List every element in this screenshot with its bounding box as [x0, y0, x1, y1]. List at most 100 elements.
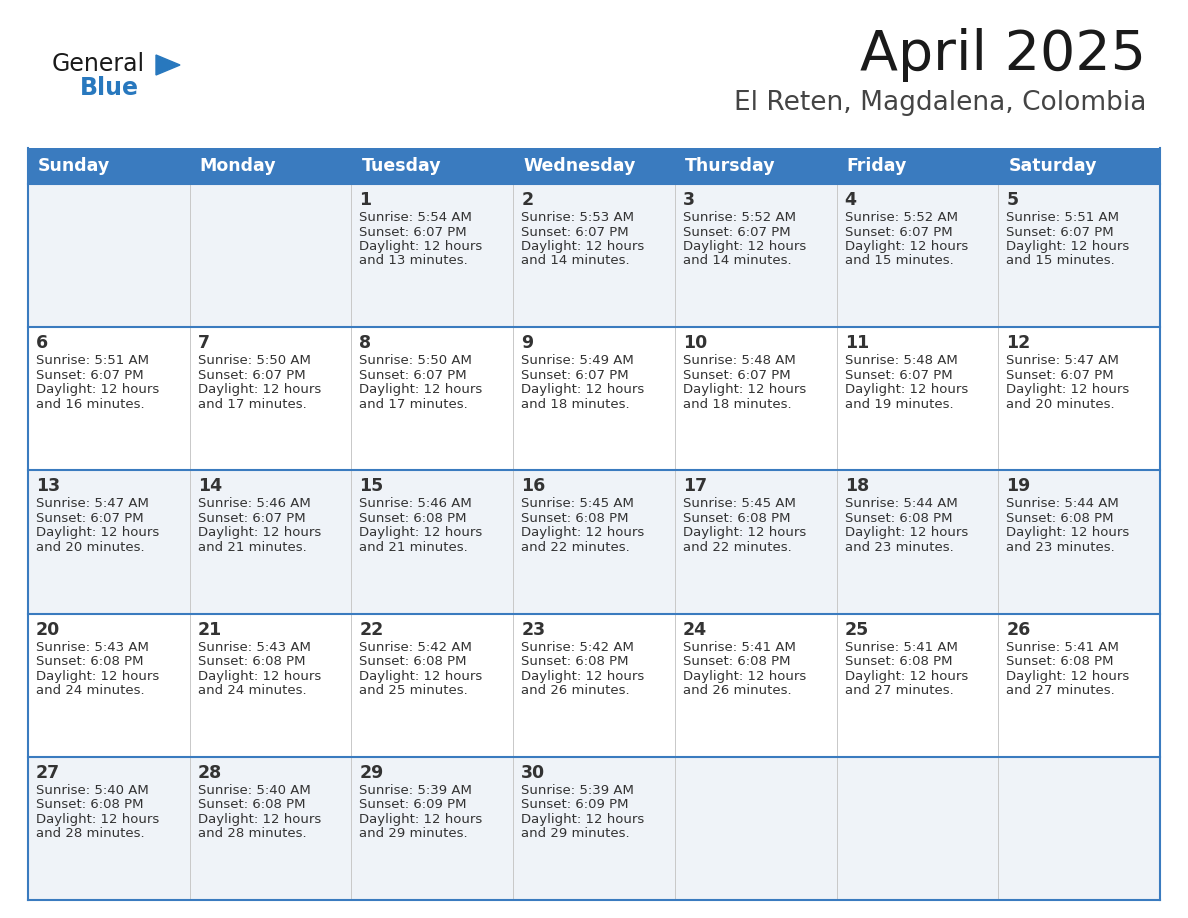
Text: Sunset: 6:07 PM: Sunset: 6:07 PM	[1006, 226, 1114, 239]
Text: and 13 minutes.: and 13 minutes.	[360, 254, 468, 267]
Text: Daylight: 12 hours: Daylight: 12 hours	[845, 383, 968, 397]
Text: Sunset: 6:07 PM: Sunset: 6:07 PM	[683, 369, 790, 382]
Text: and 22 minutes.: and 22 minutes.	[522, 541, 630, 554]
Text: Sunrise: 5:41 AM: Sunrise: 5:41 AM	[683, 641, 796, 654]
Text: and 15 minutes.: and 15 minutes.	[845, 254, 953, 267]
Text: Daylight: 12 hours: Daylight: 12 hours	[522, 669, 644, 683]
Text: Sunrise: 5:47 AM: Sunrise: 5:47 AM	[36, 498, 148, 510]
Text: and 14 minutes.: and 14 minutes.	[683, 254, 791, 267]
Bar	[29, 327, 1159, 470]
Text: Daylight: 12 hours: Daylight: 12 hours	[360, 669, 482, 683]
Text: 19: 19	[1006, 477, 1030, 496]
Text: Sunset: 6:08 PM: Sunset: 6:08 PM	[197, 799, 305, 812]
Text: Sunrise: 5:42 AM: Sunrise: 5:42 AM	[360, 641, 473, 654]
Text: Sunset: 6:08 PM: Sunset: 6:08 PM	[197, 655, 305, 668]
Text: Monday: Monday	[200, 157, 277, 175]
Text: and 17 minutes.: and 17 minutes.	[197, 397, 307, 410]
Text: Sunset: 6:08 PM: Sunset: 6:08 PM	[36, 799, 144, 812]
Text: Sunrise: 5:50 AM: Sunrise: 5:50 AM	[360, 354, 473, 367]
Text: Daylight: 12 hours: Daylight: 12 hours	[845, 240, 968, 253]
Text: Sunset: 6:08 PM: Sunset: 6:08 PM	[683, 655, 790, 668]
Text: Sunset: 6:07 PM: Sunset: 6:07 PM	[360, 369, 467, 382]
Text: Sunrise: 5:40 AM: Sunrise: 5:40 AM	[36, 784, 148, 797]
Text: Sunrise: 5:46 AM: Sunrise: 5:46 AM	[197, 498, 310, 510]
Text: Daylight: 12 hours: Daylight: 12 hours	[522, 383, 644, 397]
Text: Sunrise: 5:52 AM: Sunrise: 5:52 AM	[845, 211, 958, 224]
Text: and 18 minutes.: and 18 minutes.	[522, 397, 630, 410]
Text: Friday: Friday	[847, 157, 906, 175]
Text: Sunset: 6:08 PM: Sunset: 6:08 PM	[360, 655, 467, 668]
Text: Sunrise: 5:52 AM: Sunrise: 5:52 AM	[683, 211, 796, 224]
Text: and 25 minutes.: and 25 minutes.	[360, 684, 468, 697]
Text: and 27 minutes.: and 27 minutes.	[1006, 684, 1116, 697]
Text: Sunset: 6:08 PM: Sunset: 6:08 PM	[522, 655, 628, 668]
Text: Daylight: 12 hours: Daylight: 12 hours	[197, 812, 321, 826]
Text: Sunrise: 5:43 AM: Sunrise: 5:43 AM	[197, 641, 310, 654]
Text: Sunrise: 5:51 AM: Sunrise: 5:51 AM	[36, 354, 148, 367]
Bar	[29, 756, 1159, 900]
Text: and 20 minutes.: and 20 minutes.	[36, 541, 145, 554]
Text: Sunset: 6:08 PM: Sunset: 6:08 PM	[845, 512, 952, 525]
Text: Sunset: 6:07 PM: Sunset: 6:07 PM	[683, 226, 790, 239]
Text: 21: 21	[197, 621, 222, 639]
Text: Daylight: 12 hours: Daylight: 12 hours	[197, 526, 321, 540]
Text: 6: 6	[36, 334, 49, 353]
Text: Sunset: 6:07 PM: Sunset: 6:07 PM	[36, 512, 144, 525]
Text: Sunrise: 5:48 AM: Sunrise: 5:48 AM	[683, 354, 796, 367]
Text: 18: 18	[845, 477, 868, 496]
Text: 24: 24	[683, 621, 707, 639]
Text: 28: 28	[197, 764, 222, 782]
Text: and 24 minutes.: and 24 minutes.	[36, 684, 145, 697]
Text: Sunrise: 5:44 AM: Sunrise: 5:44 AM	[845, 498, 958, 510]
Polygon shape	[156, 55, 181, 75]
Text: and 23 minutes.: and 23 minutes.	[1006, 541, 1116, 554]
Text: Sunrise: 5:49 AM: Sunrise: 5:49 AM	[522, 354, 634, 367]
Text: 12: 12	[1006, 334, 1030, 353]
Text: 14: 14	[197, 477, 222, 496]
Text: and 18 minutes.: and 18 minutes.	[683, 397, 791, 410]
Text: Daylight: 12 hours: Daylight: 12 hours	[360, 383, 482, 397]
Text: General: General	[52, 52, 145, 76]
Text: 20: 20	[36, 621, 61, 639]
Text: Sunrise: 5:45 AM: Sunrise: 5:45 AM	[522, 498, 634, 510]
Text: Sunrise: 5:43 AM: Sunrise: 5:43 AM	[36, 641, 148, 654]
Bar	[29, 184, 1159, 327]
Text: Sunset: 6:08 PM: Sunset: 6:08 PM	[1006, 655, 1114, 668]
Text: 1: 1	[360, 191, 372, 209]
Text: Daylight: 12 hours: Daylight: 12 hours	[360, 526, 482, 540]
Text: 3: 3	[683, 191, 695, 209]
Text: Daylight: 12 hours: Daylight: 12 hours	[197, 383, 321, 397]
Text: Sunset: 6:08 PM: Sunset: 6:08 PM	[522, 512, 628, 525]
Text: Sunrise: 5:46 AM: Sunrise: 5:46 AM	[360, 498, 472, 510]
Text: and 23 minutes.: and 23 minutes.	[845, 541, 953, 554]
Text: Daylight: 12 hours: Daylight: 12 hours	[845, 669, 968, 683]
Text: Sunrise: 5:54 AM: Sunrise: 5:54 AM	[360, 211, 473, 224]
Text: and 28 minutes.: and 28 minutes.	[36, 827, 145, 840]
Text: and 16 minutes.: and 16 minutes.	[36, 397, 145, 410]
Text: and 22 minutes.: and 22 minutes.	[683, 541, 791, 554]
Text: 16: 16	[522, 477, 545, 496]
Text: Daylight: 12 hours: Daylight: 12 hours	[1006, 526, 1130, 540]
Text: and 21 minutes.: and 21 minutes.	[360, 541, 468, 554]
Text: Sunrise: 5:40 AM: Sunrise: 5:40 AM	[197, 784, 310, 797]
Text: Sunset: 6:07 PM: Sunset: 6:07 PM	[360, 226, 467, 239]
Text: April 2025: April 2025	[860, 28, 1146, 82]
Text: Daylight: 12 hours: Daylight: 12 hours	[522, 812, 644, 826]
Text: Sunrise: 5:45 AM: Sunrise: 5:45 AM	[683, 498, 796, 510]
Text: Sunset: 6:07 PM: Sunset: 6:07 PM	[522, 369, 628, 382]
Text: Sunday: Sunday	[38, 157, 110, 175]
Text: Sunrise: 5:44 AM: Sunrise: 5:44 AM	[1006, 498, 1119, 510]
Text: 8: 8	[360, 334, 372, 353]
Text: Daylight: 12 hours: Daylight: 12 hours	[683, 383, 807, 397]
Text: Sunset: 6:07 PM: Sunset: 6:07 PM	[845, 226, 953, 239]
Text: and 26 minutes.: and 26 minutes.	[683, 684, 791, 697]
Text: Daylight: 12 hours: Daylight: 12 hours	[522, 240, 644, 253]
Text: and 29 minutes.: and 29 minutes.	[360, 827, 468, 840]
Text: and 28 minutes.: and 28 minutes.	[197, 827, 307, 840]
Text: and 26 minutes.: and 26 minutes.	[522, 684, 630, 697]
Text: 11: 11	[845, 334, 868, 353]
Text: 10: 10	[683, 334, 707, 353]
Text: Daylight: 12 hours: Daylight: 12 hours	[360, 240, 482, 253]
Text: 4: 4	[845, 191, 857, 209]
Text: and 15 minutes.: and 15 minutes.	[1006, 254, 1116, 267]
